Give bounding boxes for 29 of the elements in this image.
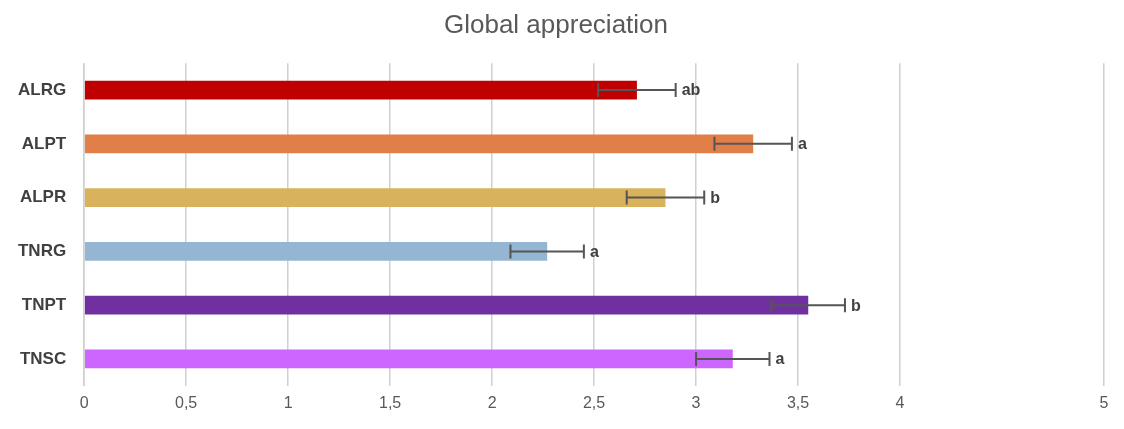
- bar: [84, 188, 666, 208]
- y-tick-label: TNPT: [21, 294, 67, 314]
- bar: [84, 134, 754, 154]
- x-tick-label: 3,5: [786, 393, 810, 411]
- y-tick-label: ALPR: [19, 187, 67, 207]
- annotation: ab: [681, 81, 701, 99]
- y-tick-label: TNRG: [17, 241, 67, 261]
- annotation: a: [775, 350, 785, 368]
- y-tick-label: TNSC: [19, 348, 67, 368]
- x-tick-label: 0: [79, 393, 89, 411]
- bar: [84, 295, 809, 315]
- annotation: b: [850, 296, 861, 314]
- annotation: a: [589, 242, 599, 260]
- x-tick-label: 1,5: [378, 393, 402, 411]
- x-tick-label: 0,5: [175, 393, 198, 411]
- annotation: b: [710, 189, 721, 207]
- bar: [84, 241, 548, 261]
- y-tick-label: ALRG: [17, 79, 67, 99]
- x-tick-label: 5: [1099, 393, 1109, 411]
- chart-title: Global appreciation: [443, 8, 669, 39]
- annotation: a: [797, 135, 807, 153]
- bar: [84, 349, 733, 369]
- x-tick-label: 2: [487, 393, 497, 411]
- x-tick-label: 2,5: [582, 393, 606, 411]
- x-tick-label: 3: [691, 393, 701, 411]
- x-tick-label: 4: [895, 393, 905, 411]
- x-tick-label: 1: [283, 393, 293, 411]
- bar: [84, 80, 637, 100]
- y-tick-label: ALPT: [21, 133, 67, 153]
